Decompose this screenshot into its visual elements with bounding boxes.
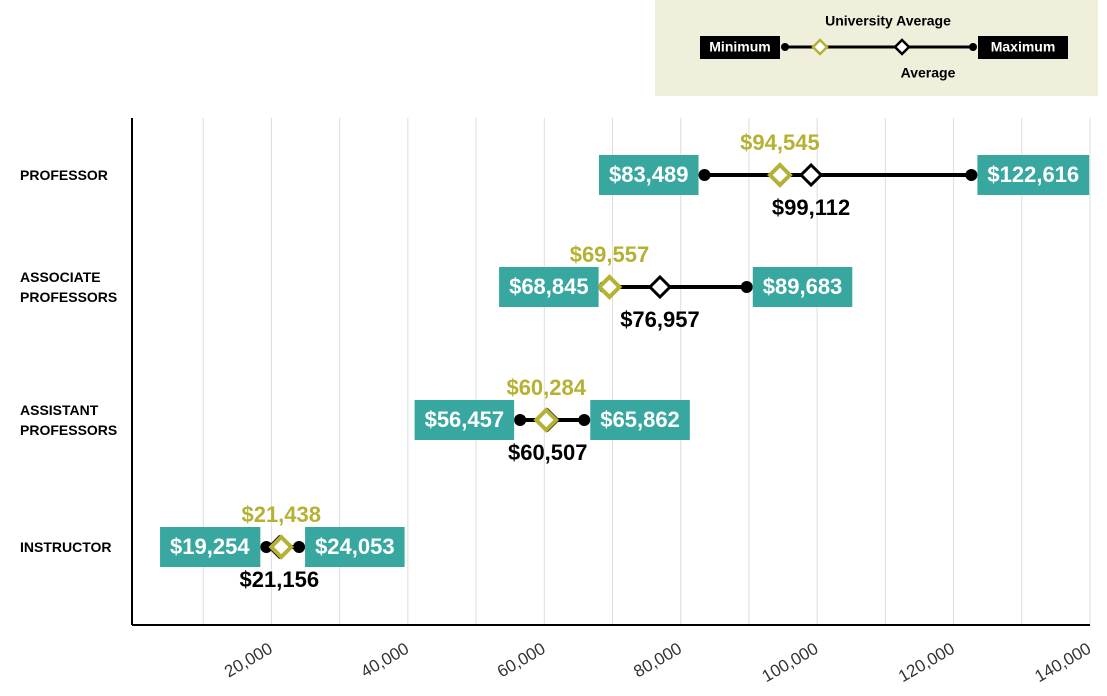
min-dot — [514, 414, 527, 426]
max-label-text: $89,683 — [763, 274, 843, 299]
legend-min-box — [700, 36, 780, 59]
x-tick-label: 60,000 — [494, 639, 549, 681]
max-label-box — [752, 267, 853, 307]
max-label-text: $24,053 — [315, 534, 395, 559]
x-tick-label: 120,000 — [895, 639, 958, 686]
university-average-label: $60,284 — [506, 375, 586, 400]
university-average-label: $21,438 — [241, 502, 321, 527]
university-average-marker — [767, 162, 793, 188]
min-label: $56,457 — [414, 400, 515, 440]
legend-average-text: Average — [901, 65, 956, 81]
min-label-text: $19,254 — [170, 534, 250, 559]
max-dot — [293, 541, 306, 553]
legend-average-marker — [893, 38, 911, 56]
legend-max-text: Maximum — [991, 39, 1056, 55]
min-label: $83,489 — [598, 155, 699, 195]
max-label: $24,053 — [305, 527, 405, 567]
min-label-text: $56,457 — [425, 407, 505, 432]
category-label: ASSISTANT PROFESSORS — [20, 402, 118, 438]
min-label-box — [414, 400, 515, 440]
x-tick-label: 140,000 — [1032, 639, 1095, 686]
max-dot — [578, 414, 591, 426]
max-label: $122,616 — [977, 155, 1090, 195]
category-label: INSTRUCTOR — [20, 539, 112, 555]
average-label: $99,112 — [772, 195, 850, 220]
university-average-label: $94,545 — [740, 130, 820, 155]
legend-min-text: Minimum — [709, 39, 770, 55]
min-label-text: $83,489 — [609, 162, 689, 187]
average-label: $21,156 — [240, 567, 320, 592]
min-label-text: $68,845 — [509, 274, 589, 299]
min-label: $19,254 — [160, 527, 261, 567]
x-tick-label: 40,000 — [358, 639, 413, 681]
max-label-text: $65,862 — [600, 407, 680, 432]
x-tick-label: 20,000 — [221, 639, 276, 681]
min-label-box — [598, 155, 699, 195]
university-average-marker — [533, 407, 560, 433]
category-label: ASSOCIATE PROFESSORS — [20, 269, 118, 305]
x-tick-label: 100,000 — [759, 639, 822, 686]
average-label: $76,957 — [620, 307, 700, 332]
max-label-box — [977, 155, 1090, 195]
min-dot — [698, 169, 711, 181]
min-label-box — [499, 267, 599, 307]
max-label-text: $122,616 — [987, 162, 1079, 187]
max-dot — [740, 281, 753, 293]
min-label: $68,845 — [499, 267, 599, 307]
max-label-box — [305, 527, 405, 567]
average-marker — [647, 274, 673, 300]
x-tick-label: 80,000 — [630, 639, 685, 681]
max-dot — [965, 169, 978, 181]
legend-university-average-marker — [811, 38, 829, 56]
university-average-marker — [268, 534, 295, 560]
max-label: $89,683 — [752, 267, 853, 307]
average-label: $60,507 — [508, 440, 588, 465]
university-average-label: $69,557 — [570, 242, 650, 267]
university-average-marker — [596, 274, 623, 300]
max-label-box — [590, 400, 690, 440]
min-label-box — [160, 527, 261, 567]
category-label: PROFESSOR — [20, 167, 108, 183]
average-marker — [798, 162, 824, 188]
legend-min-dot — [781, 43, 789, 51]
legend-max-box — [978, 36, 1068, 59]
max-label: $65,862 — [590, 400, 690, 440]
legend-university-average-text: University Average — [825, 13, 951, 29]
legend-max-dot — [969, 43, 977, 51]
min-dot — [260, 541, 273, 553]
